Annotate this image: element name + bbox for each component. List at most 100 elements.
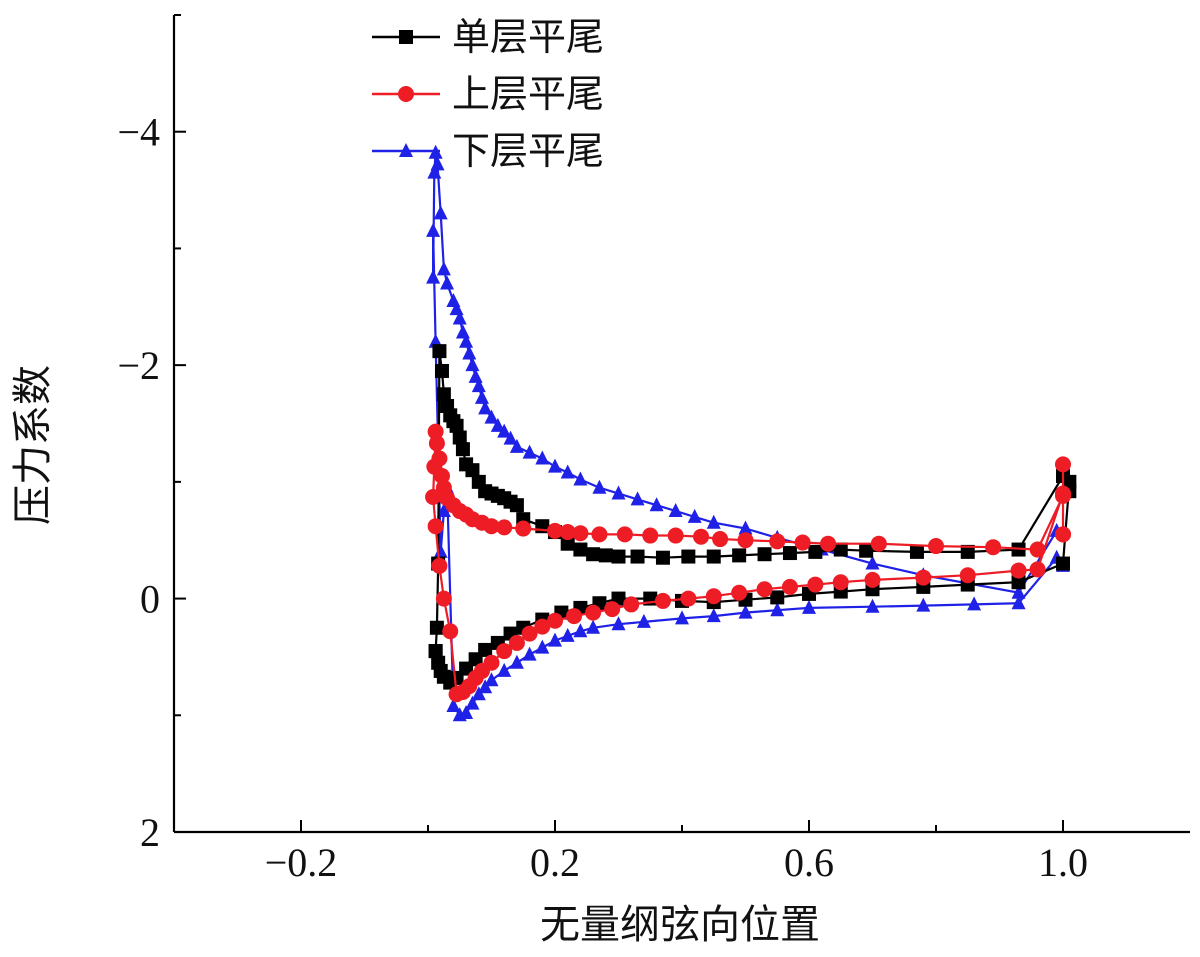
data-point [497, 662, 512, 677]
data-point [807, 576, 824, 593]
data-point [1011, 595, 1026, 610]
data-point [455, 324, 470, 339]
data-point [547, 522, 563, 539]
data-point [426, 269, 441, 284]
data-point [433, 205, 448, 220]
x-tick-label: 1.0 [1038, 840, 1088, 885]
data-point [547, 612, 563, 629]
data-point [870, 535, 887, 552]
data-point [916, 597, 931, 612]
data-point [680, 590, 697, 607]
legend-label: 下层平尾 [452, 129, 604, 173]
data-point [586, 547, 601, 562]
data-point [484, 672, 499, 687]
data-point [449, 301, 464, 316]
data-point [442, 623, 459, 640]
data-point [706, 549, 721, 564]
data-point [471, 378, 486, 393]
data-point [465, 695, 480, 710]
data-point [738, 604, 753, 619]
data-point [471, 474, 486, 489]
series-2 [425, 423, 1071, 703]
data-point [585, 604, 602, 621]
data-point [426, 458, 443, 475]
data-point [478, 642, 493, 657]
data-point [1011, 584, 1026, 599]
data-point [959, 567, 976, 584]
legend-label: 上层平尾 [452, 72, 604, 116]
y-tick-label: 2 [140, 810, 160, 855]
data-point [474, 389, 489, 404]
data-point [535, 450, 550, 465]
data-point [509, 438, 524, 453]
data-point [909, 544, 924, 559]
data-point [452, 430, 467, 445]
data-point [598, 548, 613, 563]
data-point [865, 598, 880, 613]
data-point [1062, 474, 1077, 489]
data-point [1010, 562, 1027, 579]
data-point [782, 546, 797, 561]
data-point [705, 588, 722, 605]
y-tick-label: −2 [117, 343, 160, 388]
y-axis-title: 压力系数 [10, 365, 56, 525]
legend-marker [398, 86, 414, 102]
data-point [687, 508, 702, 523]
data-point [1029, 541, 1046, 558]
data-point [440, 275, 455, 290]
data-point [770, 590, 785, 605]
data-point [573, 471, 588, 486]
data-point [468, 368, 483, 383]
data-point [769, 533, 786, 550]
data-point [535, 639, 550, 654]
legend-item: 上层平尾 [372, 72, 604, 116]
data-point [508, 634, 525, 651]
data-point [503, 430, 518, 445]
y-tick-label: 0 [140, 577, 160, 622]
data-point [440, 398, 455, 413]
data-point [434, 363, 449, 378]
data-point [642, 527, 659, 544]
x-axis-title: 无量纲弦向位置 [540, 902, 820, 948]
y-tick-label: −4 [117, 110, 160, 155]
data-point [693, 528, 710, 545]
data-point [436, 261, 451, 276]
data-point [757, 547, 772, 562]
data-point [459, 457, 474, 472]
data-point [667, 527, 684, 544]
data-point [960, 544, 975, 559]
data-point [436, 503, 451, 518]
data-point [496, 519, 513, 536]
data-point [446, 697, 461, 712]
data-point [756, 581, 773, 598]
data-point [548, 632, 562, 647]
data-point [1055, 456, 1071, 473]
data-point [781, 578, 798, 595]
series-line [432, 430, 1065, 696]
data-point [427, 518, 444, 535]
data-point [1056, 556, 1070, 571]
data-point [427, 423, 444, 440]
data-point [522, 646, 537, 661]
data-point [573, 623, 588, 638]
data-point [985, 539, 1002, 556]
data-point [484, 409, 499, 424]
data-point [429, 620, 444, 635]
data-point [572, 525, 589, 542]
data-point [630, 491, 645, 506]
legend-marker [399, 30, 413, 44]
data-point [706, 514, 721, 529]
x-tick-label: −0.2 [265, 840, 338, 885]
data-point [459, 704, 474, 719]
data-point [623, 596, 640, 613]
data-point [425, 489, 442, 506]
axes: −4 −2 0 2 −0.2 0.2 0.6 1.0 [117, 14, 1190, 885]
data-point [802, 599, 816, 614]
data-point [560, 536, 575, 551]
data-point [573, 542, 588, 557]
data-point [478, 679, 493, 694]
data-point [611, 616, 626, 631]
data-point [731, 584, 748, 601]
data-point [1029, 561, 1046, 578]
